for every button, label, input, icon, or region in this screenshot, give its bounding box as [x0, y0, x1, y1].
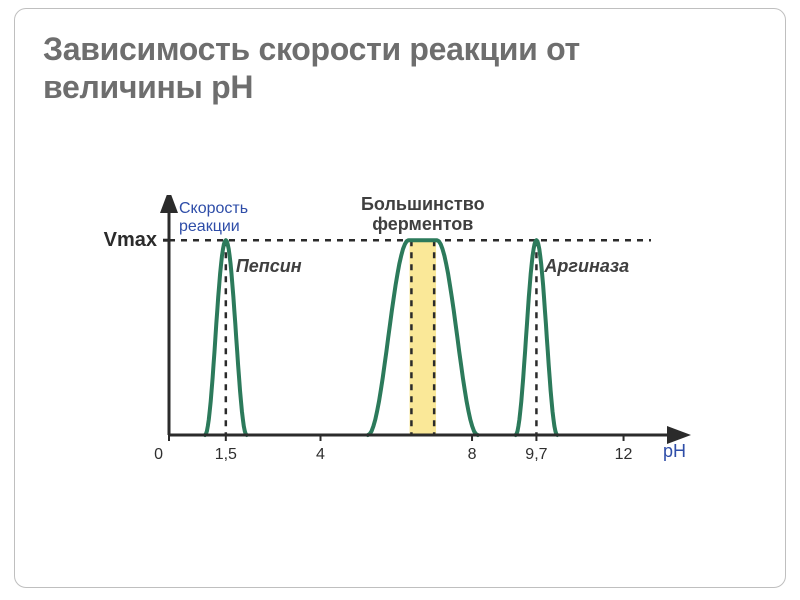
curve-label-pepsin: Пепсин [236, 256, 302, 276]
x-tick-label-3: 8 [468, 446, 477, 463]
y-axis-label-2: реакции [179, 218, 240, 235]
x-axis-label: pH [663, 441, 686, 461]
curve-label-arginase: Аргиназа [543, 256, 629, 276]
y-axis-label-1: Скорость [179, 200, 248, 217]
title-line-1: Зависимость скорости реакции от [43, 31, 580, 67]
page-title: Зависимость скорости реакции от величины… [43, 31, 757, 107]
title-line-2: величины pH [43, 69, 253, 105]
slide-card: Зависимость скорости реакции от величины… [14, 8, 786, 588]
vmax-label: Vmax [104, 229, 157, 251]
x-tick-label-0: 0 [154, 446, 163, 463]
curve-label-majority-1: Большинство [361, 195, 485, 214]
optimum-band [410, 240, 437, 435]
chart-svg: Vmax Скоростьреакции pH 0 1,5 4 8 9,7 12 Пепсин Бо… [103, 195, 709, 471]
ph-reaction-chart: Vmax Скоростьреакции pH 0 1,5 4 8 9,7 12 Пепсин Бо… [103, 195, 709, 471]
x-tick-label-1: 1,5 [215, 446, 237, 463]
curve-label-majority-2: ферментов [372, 214, 473, 234]
x-tick-label-5: 12 [615, 446, 633, 463]
x-tick-label-4: 9,7 [525, 446, 547, 463]
x-tick-label-2: 4 [316, 446, 325, 463]
